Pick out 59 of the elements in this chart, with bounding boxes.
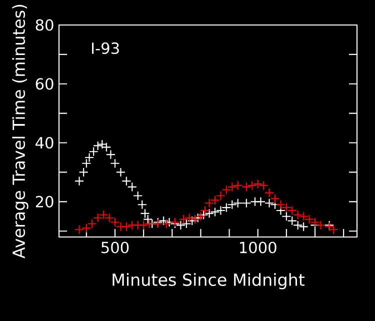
point	[182, 218, 192, 229]
y-tick-label: 40	[36, 136, 54, 149]
y-axis-title: Average Travel Time (minutes)	[12, 4, 28, 258]
point	[204, 198, 214, 208]
point	[210, 195, 220, 205]
point	[198, 210, 208, 220]
point	[298, 222, 308, 232]
point	[242, 182, 252, 192]
point	[74, 224, 84, 234]
point	[264, 198, 274, 208]
point	[133, 190, 143, 201]
point	[222, 185, 232, 195]
point	[82, 158, 92, 168]
point	[87, 218, 97, 229]
point	[106, 150, 116, 160]
point	[110, 158, 120, 168]
point	[200, 206, 210, 216]
y-tick-label: 60	[36, 78, 54, 90]
point	[74, 176, 84, 186]
point	[256, 196, 266, 206]
point	[176, 220, 186, 230]
point	[242, 198, 252, 208]
annotation: I-93	[92, 42, 119, 54]
point	[216, 190, 226, 201]
point	[222, 202, 232, 212]
point	[78, 167, 88, 178]
point	[210, 207, 220, 217]
point	[137, 200, 147, 210]
point	[84, 152, 94, 162]
point	[184, 213, 194, 223]
point	[204, 208, 214, 218]
point	[227, 182, 237, 192]
point	[258, 180, 268, 190]
y-tick-label: 20	[36, 196, 54, 208]
point	[122, 222, 132, 232]
x-axis-title: Minutes Since Midnight	[112, 273, 305, 290]
point	[233, 198, 243, 208]
point	[144, 218, 154, 229]
y-tick-label: 80	[36, 19, 54, 31]
point	[88, 146, 98, 156]
point	[253, 179, 263, 189]
point	[227, 200, 237, 210]
x-tick-label: 500	[102, 242, 129, 254]
point	[190, 214, 200, 224]
point	[178, 214, 188, 224]
point	[196, 212, 206, 222]
point	[233, 180, 243, 190]
point	[162, 218, 172, 229]
point	[138, 220, 148, 230]
point	[93, 213, 103, 223]
point	[193, 213, 203, 223]
point	[216, 206, 226, 216]
point	[82, 223, 92, 233]
x-tick-label: 1000	[240, 242, 276, 254]
point	[247, 180, 257, 190]
point	[158, 216, 168, 226]
point	[93, 140, 103, 151]
point	[116, 167, 126, 178]
point	[187, 216, 197, 226]
